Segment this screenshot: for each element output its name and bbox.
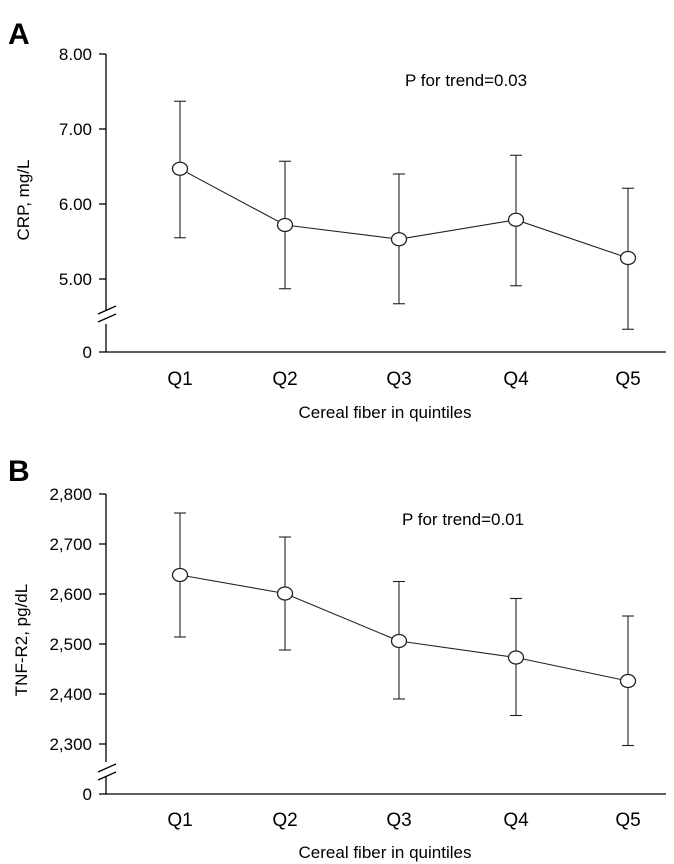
data-point-b [507,650,525,665]
data-point-a [171,161,189,176]
plot-area-b [171,512,637,747]
x-axis-title-b: Cereal fiber in quintiles [299,843,472,862]
x-tick-label-a: Q4 [503,369,529,390]
trend-annotation-a: P for trend=0.03 [405,71,527,90]
plot-area-a [171,100,637,330]
y-tick-label-a: 0 [83,343,92,362]
data-point-b [619,673,637,689]
x-axis-title-a: Cereal fiber in quintiles [299,403,472,422]
y-tick-label-b: 2,600 [49,585,92,604]
panel-label-a: A [8,18,30,51]
y-tick-label-a: 6.00 [59,195,92,214]
panel-a: A 8.00 7.00 6.00 5.00 0 Q1 Q2 Q3 Q4 Q5 C… [8,18,666,422]
y-tick-label-b: 2,500 [49,635,92,654]
x-tick-label-a: Q5 [615,369,640,390]
panel-b: B 2,800 2,700 2,600 2,500 2,400 2,300 0 … [8,455,666,862]
x-tick-label-a: Q3 [386,369,411,390]
y-tick-label-b: 2,400 [49,685,92,704]
x-tick-label-a: Q2 [272,369,297,390]
y-axis-title-a: CRP, mg/L [14,160,33,241]
data-point-b [276,586,294,601]
data-point-b [390,633,408,649]
y-axis-title-b: TNF-R2, pg/dL [12,584,31,696]
x-tick-label-b: Q2 [272,810,297,831]
data-point-b [171,567,189,583]
y-tick-label-b: 0 [83,785,92,804]
panel-label-b: B [8,455,30,488]
axis-break-a [97,305,117,323]
x-tick-label-b: Q1 [167,810,192,831]
data-point-a [390,232,408,247]
x-tick-label-b: Q4 [503,810,529,831]
data-point-a [276,217,294,233]
y-tick-label-b: 2,800 [49,485,92,504]
y-tick-label-a: 8.00 [59,45,92,64]
series-line-b [179,574,629,682]
trend-annotation-b: P for trend=0.01 [402,510,524,529]
y-tick-label-a: 7.00 [59,120,92,139]
y-tick-label-b: 2,300 [49,735,92,754]
y-tick-label-b: 2,700 [49,535,92,554]
x-tick-label-b: Q5 [615,810,640,831]
y-tick-label-a: 5.00 [59,270,92,289]
x-tick-label-a: Q1 [167,369,192,390]
data-point-a [507,212,525,227]
data-point-a [619,250,637,266]
x-tick-label-b: Q3 [386,810,411,831]
axis-break-b [97,763,117,781]
